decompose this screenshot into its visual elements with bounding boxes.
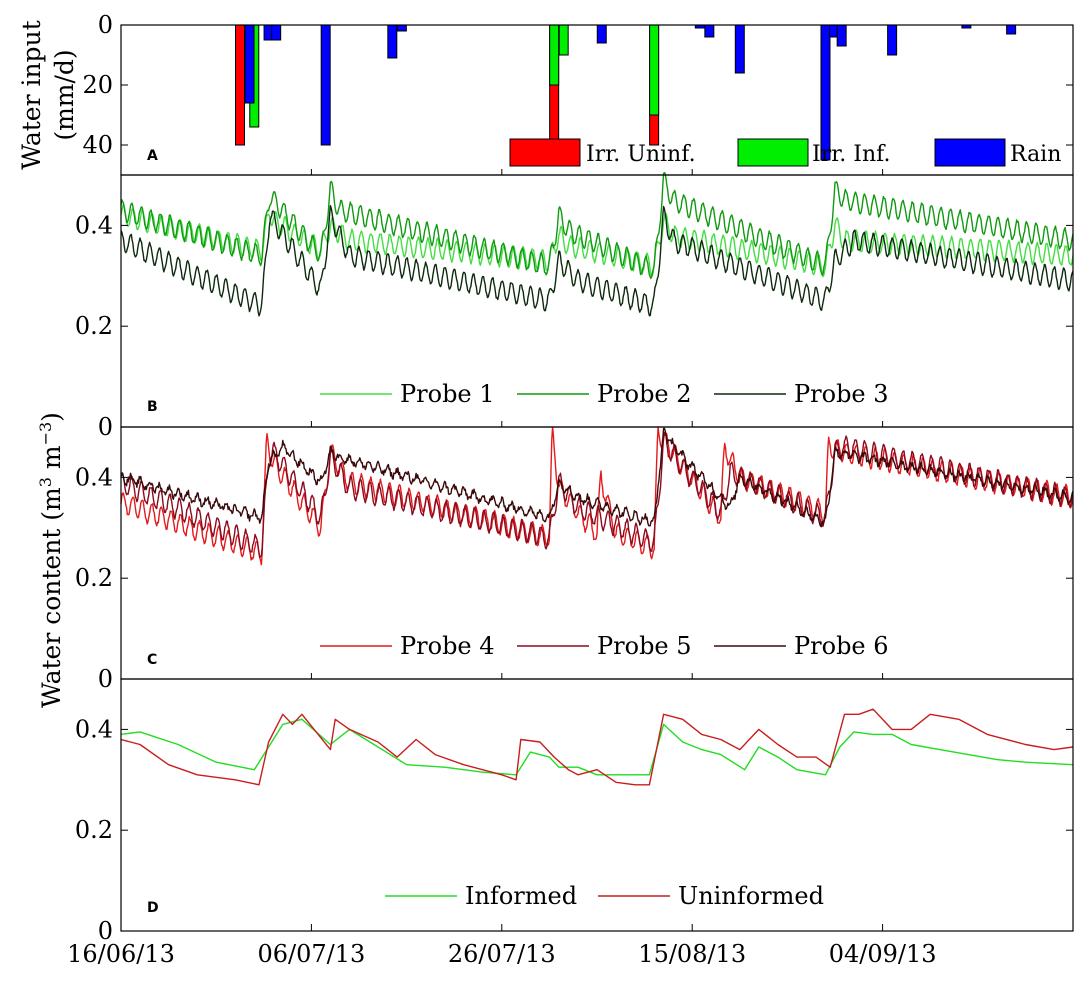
bar-rain-6 bbox=[596, 24, 607, 44]
bar-rain-10 bbox=[820, 24, 831, 161]
ytick-label-b-0: 0 bbox=[98, 413, 113, 441]
ytick-label-d-2: 0.4 bbox=[75, 715, 113, 743]
legend-swatch-a-2 bbox=[934, 138, 1006, 167]
panel-letter-c: C bbox=[147, 652, 157, 668]
ylabel-water-content-part-1: 3 bbox=[36, 477, 55, 487]
panel-letter-a: A bbox=[147, 148, 158, 164]
legend-label-a-1: Irr. Inf. bbox=[812, 142, 891, 167]
ytick-label-b-1: 0.2 bbox=[75, 312, 113, 340]
xtick-label-0: 16/06/13 bbox=[67, 940, 175, 968]
legend-swatch-a-0 bbox=[509, 138, 581, 167]
ylabel-a-line1: Water input bbox=[17, 20, 46, 169]
ylabel-water-content-part-2: m bbox=[37, 445, 66, 477]
xtick-label-2: 26/07/13 bbox=[448, 940, 556, 968]
legend-label-c-2: Probe 6 bbox=[794, 632, 889, 660]
xtick-label-4: 04/09/13 bbox=[829, 940, 937, 968]
ylabel-water-content: Water content (m3 m−3) bbox=[36, 412, 67, 708]
legend-label-b-0: Probe 1 bbox=[400, 380, 495, 408]
bar-rain-3 bbox=[320, 24, 331, 146]
legend-label-a-2: Rain bbox=[1010, 142, 1061, 167]
series-probe-2 bbox=[120, 171, 1074, 280]
ytick-label-c-2: 0.4 bbox=[75, 463, 113, 491]
bar-rain-0 bbox=[244, 24, 255, 104]
series-probe-6 bbox=[121, 427, 1074, 527]
bar-rain-5 bbox=[396, 24, 407, 32]
xtick-label-1: 06/07/13 bbox=[258, 940, 366, 968]
panel-d-frame bbox=[120, 678, 1074, 932]
bar-rain-13 bbox=[887, 24, 898, 56]
ytick-label-a-2: 40 bbox=[82, 131, 113, 159]
legend-label-a-0: Irr. Uninf. bbox=[586, 142, 696, 167]
ytick-label-c-1: 0.2 bbox=[75, 564, 113, 592]
bar-irr-inf--1 bbox=[549, 24, 560, 86]
panel-letter-d: D bbox=[147, 900, 159, 916]
ytick-label-b-2: 0.4 bbox=[75, 211, 113, 239]
legend-label-d-0: Informed bbox=[465, 882, 577, 910]
bar-rain-12 bbox=[836, 24, 847, 47]
ylabel-a-line2: (mm/d) bbox=[50, 49, 79, 140]
panel-b: 0 0.2 0.4 B Probe 1 Probe 2 Probe 3 bbox=[75, 171, 1074, 441]
xtick-label-3: 15/08/13 bbox=[638, 940, 746, 968]
bar-rain-2 bbox=[271, 24, 282, 41]
legend-label-b-2: Probe 3 bbox=[794, 380, 889, 408]
panel-letter-b: B bbox=[147, 399, 158, 415]
ytick-label-d-1: 0.2 bbox=[75, 816, 113, 844]
bar-rain-15 bbox=[1006, 24, 1017, 35]
ytick-label-a-1: 20 bbox=[82, 71, 113, 99]
ylabel-water-content-part-4: ) bbox=[37, 412, 66, 422]
legend-label-b-1: Probe 2 bbox=[597, 380, 692, 408]
panel-a: 0 20 40 Water input (mm/d) A Irr. Uninf. Irr. I… bbox=[17, 11, 1074, 176]
series-uninformed bbox=[120, 708, 1074, 786]
panel-d: 0 0.2 0.4 D Informed Uninformed 16/06/13 06/07/… bbox=[67, 678, 1074, 968]
bar-rain-4 bbox=[387, 24, 398, 59]
ylabel-water-content-part-3: −3 bbox=[36, 422, 55, 446]
legend-label-c-1: Probe 5 bbox=[597, 632, 692, 660]
bar-irr-uninf--0 bbox=[235, 24, 245, 146]
ytick-label-c-0: 0 bbox=[98, 665, 113, 693]
series-probe-3 bbox=[120, 205, 1074, 317]
ylabel-water-content-part-0: Water content (m bbox=[37, 487, 66, 708]
ytick-label-a-0: 0 bbox=[98, 11, 113, 39]
panel-c: 0 0.2 0.4 C Probe 4 Probe 5 Probe 6 bbox=[75, 426, 1074, 693]
bar-rain-9 bbox=[734, 24, 745, 74]
legend-swatch-a-1 bbox=[737, 138, 809, 167]
legend-label-d-1: Uninformed bbox=[678, 882, 824, 910]
series-probe-5 bbox=[120, 431, 1074, 559]
ytick-label-d-0: 0 bbox=[98, 917, 113, 945]
series-probe-1 bbox=[120, 203, 1074, 278]
legend-label-c-0: Probe 4 bbox=[400, 632, 495, 660]
bar-rain-8 bbox=[704, 24, 715, 38]
bar-irr-inf--3 bbox=[649, 24, 660, 116]
bar-irr-inf--2 bbox=[558, 24, 569, 56]
